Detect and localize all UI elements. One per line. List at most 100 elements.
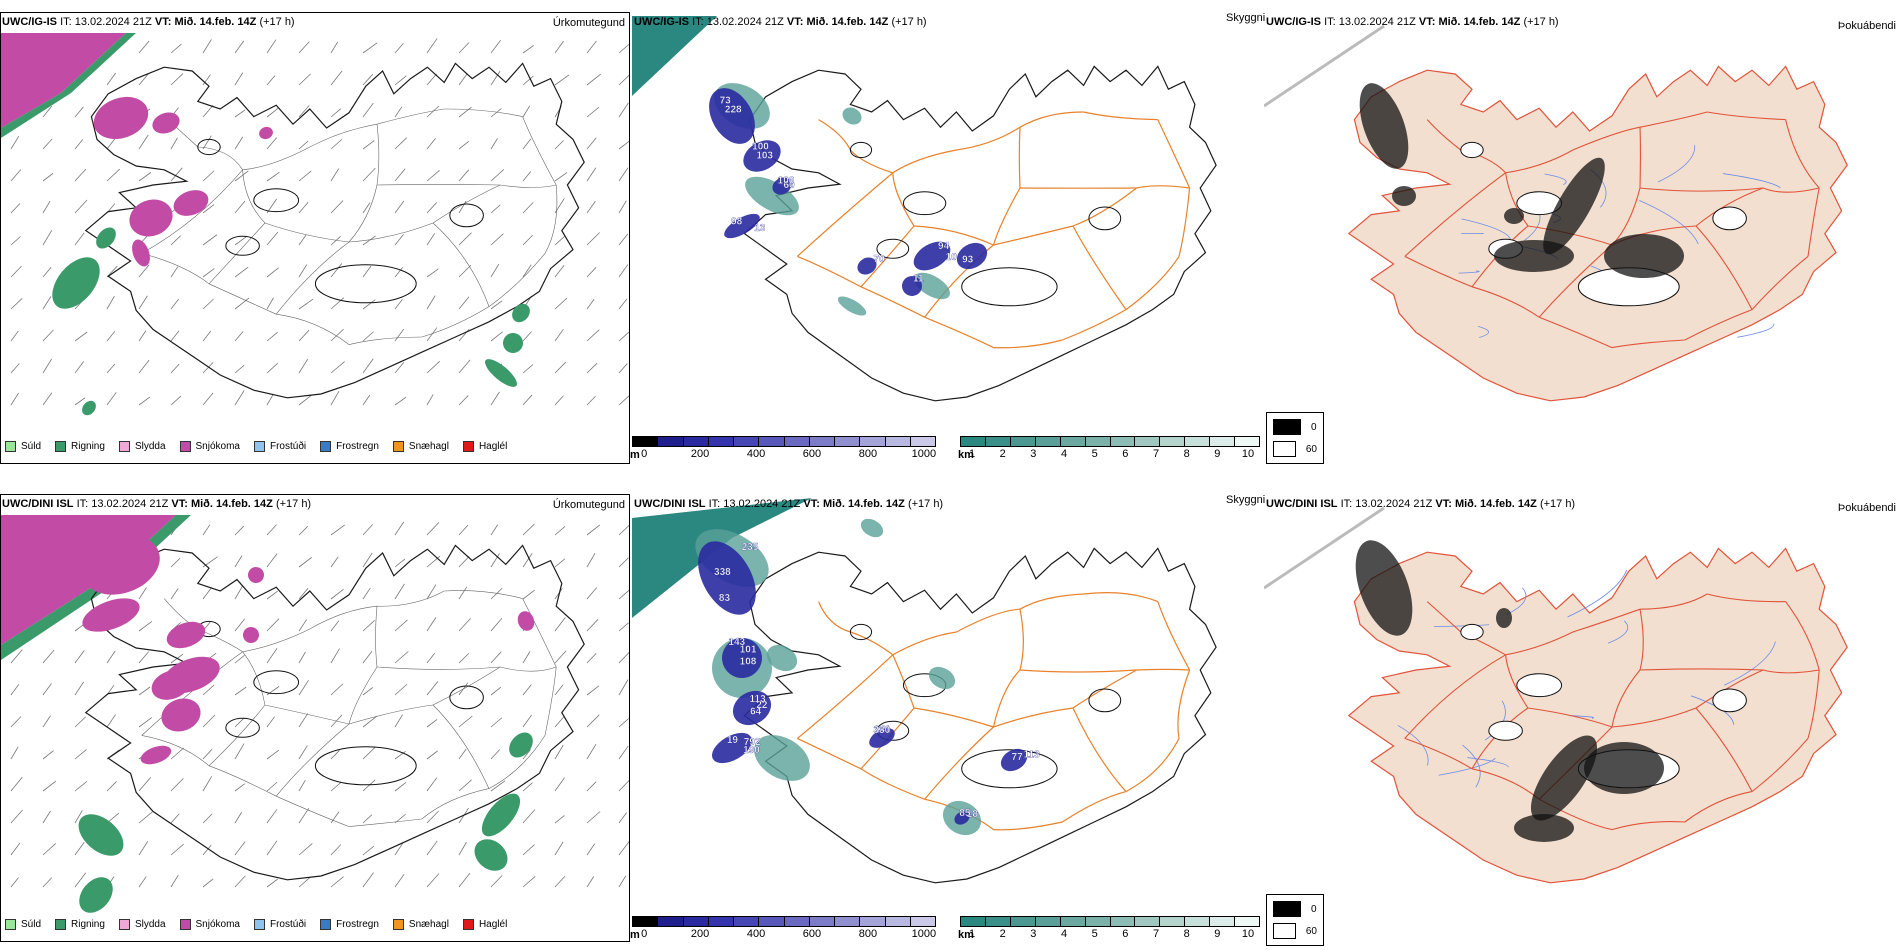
- glacier-3: [449, 685, 484, 710]
- ceiling-blob-5: [1000, 748, 1028, 772]
- glacier-0: [314, 746, 417, 786]
- fog-legend-swatch: [1273, 923, 1296, 939]
- colorbar-tick: 6: [1122, 928, 1129, 940]
- lead-2: (+17 h): [275, 498, 312, 510]
- ceiling-label: 141: [874, 725, 891, 736]
- fog-legend-swatch: [1273, 419, 1301, 435]
- ceiling-label: 64: [750, 706, 762, 717]
- ceiling-label: 13: [754, 223, 766, 234]
- it-value-1c: 13.02.2024 21Z: [1338, 16, 1416, 28]
- vis-blob-3: [766, 644, 798, 672]
- precip-legend-1: Súld Rigning Slydda Snjókoma Frostúði Frostre…: [5, 441, 507, 452]
- fog-legend-label: 0: [1311, 903, 1317, 915]
- glacier-4: [1460, 141, 1484, 159]
- ceiling-label: 77: [1012, 752, 1024, 763]
- ceiling-label: 101: [740, 645, 757, 656]
- legend-swatch: [55, 441, 67, 452]
- colorbar-boxes: [632, 916, 936, 927]
- legend-label: Frostúði: [269, 441, 307, 452]
- roads: [141, 108, 558, 345]
- it-label-2: IT:: [76, 498, 89, 510]
- vis-blob-6: [860, 518, 884, 538]
- legend-swatch: [179, 919, 191, 930]
- visibility-map-1: 228 103 60 98 94 93 70 11 73 100 106 13 10: [632, 16, 1217, 402]
- fog-blob-0: [1543, 157, 1605, 255]
- ceiling-label: 73: [720, 95, 732, 106]
- ceiling-label: 93: [962, 254, 974, 265]
- ceiling-label: 143: [728, 637, 745, 648]
- low-vis-band: [632, 498, 812, 618]
- legend-swatch: [462, 441, 474, 452]
- fog-blob-3: [1504, 208, 1524, 224]
- ceiling-blob-1: [722, 638, 762, 678]
- rain-blob-0: [52, 257, 100, 309]
- legend-item: Frostregn: [320, 919, 379, 930]
- glacier-1: [253, 188, 300, 213]
- snow-blob-4: [243, 627, 259, 643]
- offshore-fog-band: [1264, 506, 1385, 590]
- legend-item: Frostregn: [320, 441, 379, 452]
- colorbar-tick: 7: [1152, 448, 1160, 460]
- fog-legend-label: 0: [1311, 421, 1317, 433]
- rain-blob-3: [474, 839, 508, 871]
- colorbar-ticks: 0 200 400 600 800 1000: [632, 927, 936, 941]
- model-name-2: UWC/DINI ISL: [2, 498, 74, 510]
- land-area: [1347, 65, 1848, 402]
- legend-item: Snæhagl: [392, 441, 449, 452]
- legend-item: Slydda: [118, 441, 166, 452]
- colorbar-tick: 400: [746, 448, 766, 460]
- model-name-1c: UWC/IG-IS: [1266, 16, 1321, 28]
- fog-legend-2: 0 60: [1266, 894, 1324, 946]
- panel-title-visibility-1: Skyggni: [1226, 12, 1266, 24]
- glacier-0: [314, 264, 417, 304]
- glacier-2: [1488, 720, 1523, 741]
- colorbar-tick: 10: [1241, 448, 1255, 460]
- colorbar-ticks: 0 200 400 600 800 1000: [632, 447, 936, 461]
- glacier-3: [1088, 688, 1122, 713]
- header-row-1: UWC/IG-IS IT: 13.02.2024 21Z VT: Mið. 14…: [2, 16, 295, 28]
- glacier-3: [1088, 206, 1122, 231]
- rain-blob-4: [512, 303, 530, 323]
- roads: [141, 590, 557, 827]
- ceiling-colorbar-2: 0 200 400 600 800 1000 m: [630, 916, 936, 941]
- ceiling-label: 94: [938, 241, 950, 252]
- colorbar-tick: 600: [802, 928, 822, 940]
- vis-blob-3: [913, 272, 951, 300]
- it-value-2c: 13.02.2024 21Z: [1355, 498, 1433, 510]
- colorbar-tick: 8: [1183, 928, 1190, 940]
- rain-blob-1: [79, 877, 113, 913]
- glacier-3: [1712, 206, 1747, 231]
- legend-label: Haglél: [478, 441, 508, 452]
- fog-map-1: [1264, 24, 1848, 402]
- vis-blob-2: [842, 107, 862, 125]
- ceiling-blob-0: [698, 541, 756, 615]
- visibility-colorbar-2: 1 2 3 4 5 6 7 8 9 10 km: [958, 916, 1260, 941]
- colorbar-tick: 5: [1091, 448, 1098, 460]
- header-row-2c: UWC/DINI ISL IT: 13.02.2024 21Z VT: Mið.…: [1266, 498, 1575, 510]
- legend-item: Haglél: [462, 441, 508, 452]
- rain-blob-4: [509, 732, 533, 758]
- ceiling-blob-7: [902, 276, 922, 296]
- fog-blob-2: [1604, 234, 1684, 278]
- panel-title-visibility-2: Skyggni: [1226, 494, 1266, 506]
- legend-swatch: [462, 919, 474, 930]
- ceiling-label: 11: [913, 274, 924, 285]
- glacier-0: [961, 267, 1058, 307]
- colorbar-unit: m: [630, 449, 640, 461]
- colorbar-unit: m: [630, 929, 640, 941]
- fog-legend-swatch: [1273, 901, 1301, 917]
- fog-blob-5: [1392, 186, 1416, 206]
- lead-1: (+17 h): [259, 16, 295, 28]
- snow-blob-9: [151, 670, 191, 700]
- it-label-2b: IT:: [708, 498, 721, 510]
- it-value-2b: 13.02.2024 21Z: [723, 498, 801, 510]
- legend-swatch: [118, 919, 130, 930]
- colorbar-tick: 4: [1060, 448, 1068, 460]
- vt-value-1b: Mið. 14.feb. 14Z: [806, 16, 889, 28]
- vt-label-1: VT:: [154, 16, 172, 28]
- glacier-4: [197, 138, 221, 156]
- legend-item: Haglél: [462, 919, 507, 930]
- precip-map-2: [1, 515, 629, 913]
- low-vis-band: [632, 16, 717, 96]
- fog-blob-0: [1530, 735, 1598, 821]
